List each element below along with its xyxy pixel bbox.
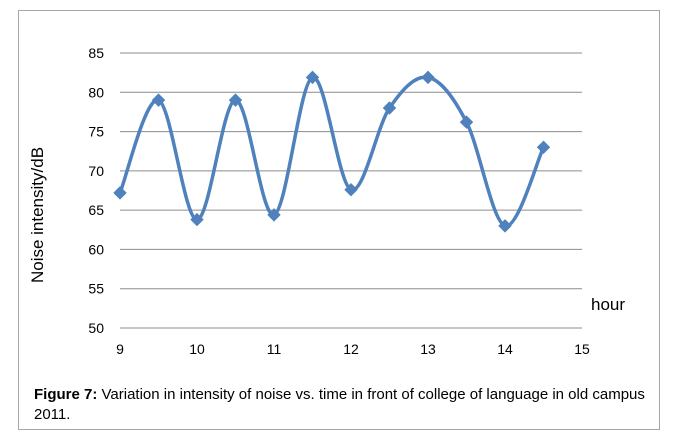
x-tick-12: 12 xyxy=(343,341,359,357)
data-point-2 xyxy=(190,212,204,227)
x-tick-labels: 9 10 11 12 13 14 15 xyxy=(116,341,590,357)
gridlines xyxy=(120,52,582,329)
y-tick-50: 50 xyxy=(88,320,104,336)
data-point-5 xyxy=(305,70,320,85)
chart-frame xyxy=(18,10,660,430)
data-point-3 xyxy=(228,93,243,107)
caption-label: Figure 7: xyxy=(34,386,98,403)
x-tick-14: 14 xyxy=(497,341,513,357)
x-tick-13: 13 xyxy=(420,341,436,357)
data-point-0 xyxy=(113,186,127,200)
y-tick-60: 60 xyxy=(88,241,104,257)
y-tick-75: 75 xyxy=(88,124,104,140)
data-point-6 xyxy=(344,183,358,197)
data-point-10 xyxy=(498,219,512,233)
x-tick-9: 9 xyxy=(116,341,124,357)
y-axis-label: Noise intensity/dB xyxy=(28,146,47,284)
y-tick-65: 65 xyxy=(88,202,104,218)
y-tick-55: 55 xyxy=(88,281,104,297)
y-tick-80: 80 xyxy=(88,84,104,100)
data-point-1 xyxy=(151,93,166,107)
caption-text: Variation in intensity of noise vs. time… xyxy=(34,386,645,423)
data-point-8 xyxy=(421,70,435,85)
y-tick-labels: 50 55 60 65 70 75 80 85 xyxy=(88,45,104,336)
figure-caption: Figure 7: Variation in intensity of nois… xyxy=(34,385,654,425)
y-tick-70: 70 xyxy=(88,163,104,179)
data-point-9 xyxy=(459,115,474,129)
data-point-4 xyxy=(267,208,281,222)
y-tick-85: 85 xyxy=(88,45,104,61)
series-group xyxy=(113,70,551,233)
x-tick-10: 10 xyxy=(189,341,205,357)
x-tick-15: 15 xyxy=(574,341,590,357)
x-tick-11: 11 xyxy=(267,341,282,357)
data-point-7 xyxy=(382,101,397,115)
series-line-0 xyxy=(118,75,546,228)
x-axis-label: hour xyxy=(591,295,626,314)
data-point-11 xyxy=(536,140,551,154)
